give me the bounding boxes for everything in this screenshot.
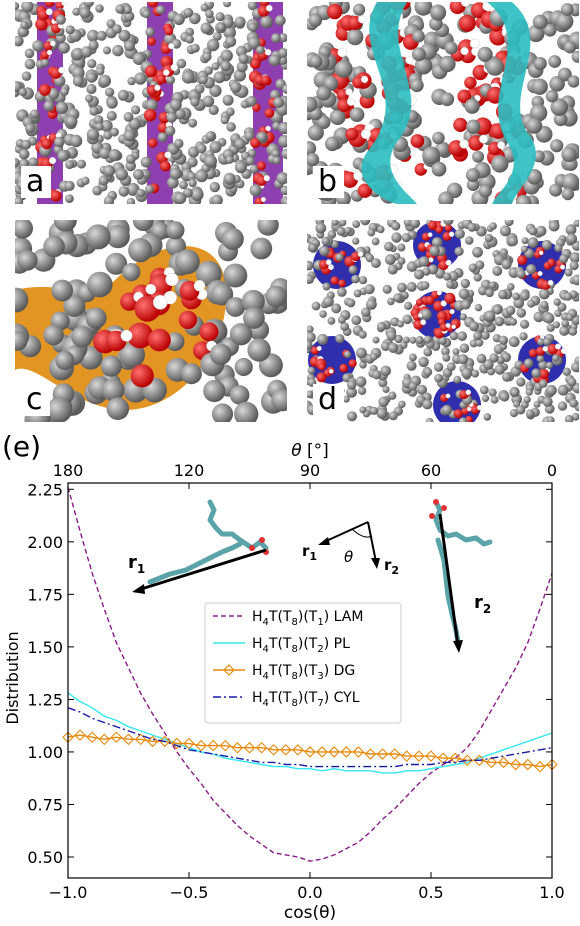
- diamond-marker: [340, 746, 353, 758]
- diamond-marker: [497, 756, 510, 769]
- diamond-marker: [171, 737, 183, 750]
- r1-schematic-label: r1: [302, 542, 317, 563]
- diamond-marker: [388, 748, 401, 760]
- panel-d-letter: d: [313, 384, 345, 416]
- x-axis-ticks: −1.0 −0.5 0.0 0.5 1.0: [49, 872, 565, 902]
- x-tick-label: 0.0: [297, 883, 322, 902]
- diamond-marker: [74, 729, 86, 741]
- top-axis-title: θ [°]: [291, 441, 329, 461]
- legend-label-3: H4T(T8)(T7) CYL: [252, 690, 360, 709]
- diamond-marker: [159, 735, 171, 748]
- y-tick-label: 1.25: [27, 690, 63, 709]
- panel-a-letter: a: [21, 166, 52, 198]
- diamond-marker: [473, 754, 486, 767]
- diamond-marker: [110, 731, 123, 744]
- diamond-marker: [219, 739, 232, 752]
- diamond-marker: [134, 733, 147, 746]
- diamond-marker: [316, 746, 328, 758]
- y-tick-label: 2.25: [27, 480, 63, 499]
- chart-legend: H4T(T8)(T1) LAM H4T(T8)(T2) PL H4T(T8)(T3)…: [204, 602, 402, 724]
- legend-label-0: H4T(T8)(T1) LAM: [252, 609, 363, 628]
- series-layer: [62, 487, 558, 862]
- theta-schematic-label: θ: [344, 548, 353, 566]
- diamond-marker: [146, 735, 159, 748]
- y-tick-label: 1.50: [27, 638, 63, 657]
- series-line-0: [67, 487, 553, 862]
- x-tick-label: −0.5: [170, 883, 209, 902]
- panel-d-snapshot: d: [307, 220, 579, 422]
- diamond-marker: [522, 758, 534, 771]
- diamond-marker: [255, 741, 268, 754]
- diamond-marker: [86, 731, 98, 744]
- x-tick-label: −1.0: [49, 883, 88, 902]
- distribution-chart: (e) θ [°] 180 120 90 60 0 0.50 0.75 1.00 1.25 1.…: [2, 430, 565, 923]
- panel-d-image: [307, 220, 579, 422]
- top-tick-label: 90: [300, 461, 320, 480]
- diamond-marker: [292, 744, 304, 756]
- diamond-marker: [364, 748, 377, 760]
- y-tick-label: 2.00: [27, 533, 63, 552]
- x-tick-label: 0.5: [418, 883, 443, 902]
- panel-b-snapshot: b: [307, 2, 579, 204]
- diamond-marker: [98, 733, 111, 746]
- panel-c-snapshot: c: [15, 220, 287, 422]
- molecule-right-inset: r2: [429, 499, 493, 653]
- panel-a-snapshot: a: [15, 2, 287, 204]
- y-tick-label: 1.75: [27, 585, 63, 604]
- y-axis-ticks: 0.50 0.75 1.00 1.25 1.50 1.75 2.00 2.25: [27, 480, 552, 867]
- molecule-left-inset: r1: [128, 499, 269, 594]
- panel-e-label: (e): [2, 430, 41, 463]
- top-axis-ticks: 180 120 90 60 0: [53, 461, 557, 489]
- diamond-marker: [413, 750, 425, 762]
- x-axis-label: cos(θ): [284, 903, 336, 923]
- r1-left-label: r1: [128, 552, 145, 576]
- diamond-marker: [485, 756, 498, 769]
- panel-b-letter: b: [313, 166, 345, 198]
- top-tick-label: 60: [421, 461, 441, 480]
- diamond-marker: [207, 739, 219, 752]
- top-tick-label: 0: [547, 461, 557, 480]
- legend-label-1: H4T(T8)(T2) PL: [252, 636, 350, 655]
- diamond-marker: [328, 746, 340, 758]
- y-tick-label: 0.50: [27, 848, 63, 867]
- diamond-marker: [425, 750, 437, 762]
- diamond-marker: [509, 758, 522, 771]
- y-tick-label: 0.75: [27, 795, 63, 814]
- legend-label-2: H4T(T8)(T3) DG: [252, 663, 355, 682]
- diamond-marker: [352, 746, 365, 758]
- diamond-marker: [437, 752, 449, 765]
- diamond-marker: [449, 752, 461, 765]
- panel-c-image: [15, 220, 287, 422]
- panel-c-letter: c: [21, 384, 50, 416]
- diamond-marker: [401, 750, 413, 762]
- legend-diamond: [223, 664, 235, 676]
- legend-box: [204, 602, 402, 724]
- diamond-marker: [280, 744, 292, 756]
- diamond-marker: [461, 754, 474, 767]
- y-axis-label: Distribution: [3, 631, 22, 724]
- series-line-3: [67, 707, 553, 768]
- series-line-2: [67, 734, 553, 768]
- diamond-marker: [376, 748, 389, 760]
- top-tick-label: 120: [174, 461, 205, 480]
- top-tick-label: 180: [53, 461, 84, 480]
- r2-schematic-label: r2: [384, 556, 399, 577]
- diamond-marker: [267, 744, 280, 756]
- y-tick-label: 1.00: [27, 743, 63, 762]
- plot-frame: [67, 482, 553, 879]
- x-tick-label: 1.0: [539, 883, 564, 902]
- diamond-marker: [183, 737, 195, 750]
- diamond-marker: [231, 741, 244, 754]
- diamond-marker: [195, 739, 207, 752]
- r2-right-label: r2: [474, 592, 491, 616]
- diamond-marker: [243, 741, 256, 754]
- panel-a-image: [15, 2, 287, 204]
- diamond-marker: [534, 760, 546, 773]
- diamond-marker: [122, 733, 135, 746]
- panel-b-image: [307, 2, 579, 204]
- diamond-marker: [304, 746, 316, 758]
- angle-schematic: r1 r2 θ: [302, 521, 399, 577]
